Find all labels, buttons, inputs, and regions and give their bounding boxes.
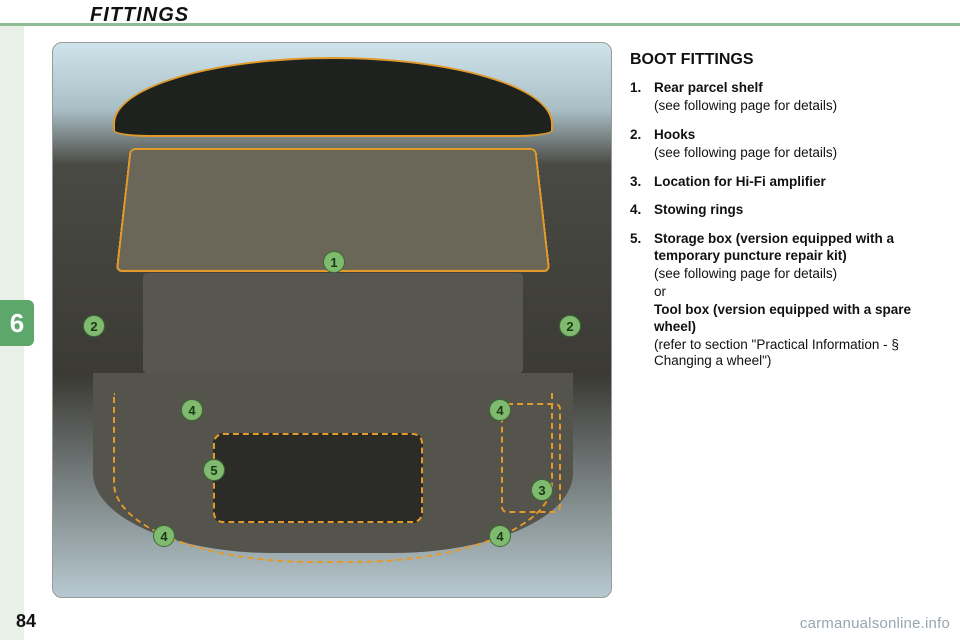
item-or: or [654, 284, 940, 301]
item-sub: (see following page for details) [654, 266, 940, 283]
callout-3: 3 [531, 479, 553, 501]
item-number: 3. [630, 174, 641, 191]
item-number: 5. [630, 231, 641, 248]
item-number: 1. [630, 80, 641, 97]
boot-figure: 1 2 2 3 4 4 4 4 5 [52, 42, 612, 598]
callout-4-c: 4 [153, 525, 175, 547]
callout-4-b: 4 [489, 399, 511, 421]
chapter-number: 6 [10, 308, 24, 339]
callout-1: 1 [323, 251, 345, 273]
list-item: 3. Location for Hi-Fi amplifier [630, 174, 940, 191]
callout-2-right: 2 [559, 315, 581, 337]
text-column: BOOT FITTINGS 1. Rear parcel shelf (see … [630, 50, 940, 382]
callout-4-a: 4 [181, 399, 203, 421]
seat-back-shape [143, 273, 523, 373]
storage-box-shape [213, 433, 423, 523]
fittings-list: 1. Rear parcel shelf (see following page… [630, 80, 940, 370]
item-sub: (see following page for details) [654, 98, 940, 115]
page-number: 84 [16, 611, 36, 632]
page-title: FITTINGS [90, 4, 189, 27]
item-alt-sub: (refer to section "Practical Information… [654, 337, 940, 371]
item-title: Hooks [654, 127, 695, 142]
item-number: 4. [630, 202, 641, 219]
list-item: 1. Rear parcel shelf (see following page… [630, 80, 940, 115]
rear-window-shape [113, 57, 553, 137]
amplifier-box-shape [501, 403, 561, 513]
item-sub: (see following page for details) [654, 145, 940, 162]
section-title: BOOT FITTINGS [630, 50, 940, 70]
list-item: 2. Hooks (see following page for details… [630, 127, 940, 162]
item-title: Rear parcel shelf [654, 80, 763, 95]
callout-5: 5 [203, 459, 225, 481]
callout-2-left: 2 [83, 315, 105, 337]
list-item: 5. Storage box (version equipped with a … [630, 231, 940, 370]
item-title: Stowing rings [654, 202, 743, 217]
item-alt-title: Tool box (version equipped with a spare … [654, 302, 940, 336]
watermark: carmanualsonline.info [800, 615, 950, 632]
chapter-tab: 6 [0, 300, 34, 346]
list-item: 4. Stowing rings [630, 202, 940, 219]
item-title: Location for Hi-Fi amplifier [654, 174, 826, 189]
item-title: Storage box (version equipped with a tem… [654, 231, 894, 263]
callout-4-d: 4 [489, 525, 511, 547]
item-number: 2. [630, 127, 641, 144]
